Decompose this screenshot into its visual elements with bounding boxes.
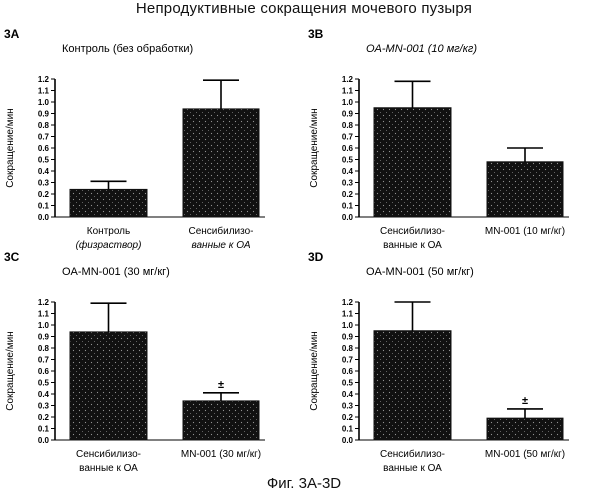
y-tick-label: 1.2 [38,75,50,84]
panel-3b: 3B OA-MN-001 (10 мг/кг) Сокращение/мин 0.0 0… [304,24,604,256]
y-tick-label: 1.1 [342,310,354,319]
y-tick-label: 0.0 [38,213,50,222]
bar [70,332,147,440]
y-tick-label: 1.2 [342,75,354,84]
y-tick-label: 0.3 [342,179,354,188]
y-tick-label: 0.8 [342,344,354,353]
significance-marker: ± [218,379,224,391]
bar [183,109,259,217]
category-label: Контроль [87,226,130,237]
y-tick-label: 0.6 [38,367,50,376]
y-tick-label: 0.3 [38,179,50,188]
y-tick-label: 0.5 [342,156,354,165]
y-tick-label: 0.3 [342,402,354,411]
panel-title: Контроль (без обработки) [62,43,193,55]
category-label: Сенсибилизо- [76,448,141,460]
y-tick-label: 0.8 [38,121,50,130]
category-label: Сенсибилизо- [380,225,445,237]
y-tick-label: 0.2 [38,190,50,199]
y-tick-label: 0.7 [38,133,50,142]
y-tick-label: 0.4 [38,167,50,176]
panel-label: 3A [4,27,20,41]
bar [487,162,563,217]
y-tick-label: 0.1 [38,425,50,434]
category-label: Сенсибилизо- [380,448,445,460]
y-tick-label: 0.9 [38,110,50,119]
y-tick-label: 1.1 [38,87,50,96]
y-tick-label: 1.0 [38,321,50,330]
y-tick-label: 0.9 [38,333,50,342]
y-tick-label: 0.2 [38,413,50,422]
category-label: MN-001 (50 мг/кг) [485,449,565,460]
y-axis-label: Сокращение/мин [5,108,16,187]
panel-label: 3D [308,250,324,264]
y-tick-label: 0.8 [342,121,354,130]
y-tick-label: 1.2 [38,298,50,307]
panel-label: 3B [308,27,324,41]
y-tick-label: 0.0 [342,213,354,222]
bar [183,401,259,440]
y-tick-label: 0.5 [38,156,50,165]
panel-3c: 3C OA-MN-001 (30 мг/кг) Сокращение/мин 0.0 0… [0,247,300,479]
panel-3d: 3D OA-MN-001 (50 мг/кг) Сокращение/мин 0.0 0… [304,247,604,479]
y-tick-label: 1.1 [38,310,50,319]
y-tick-label: 0.4 [342,390,354,399]
y-tick-label: 0.1 [342,202,354,211]
panel-title: OA-MN-001 (10 мг/кг) [366,43,477,55]
y-tick-label: 0.2 [342,413,354,422]
y-tick-label: 0.6 [38,144,50,153]
category-label: Сенсибилизо- [189,225,254,237]
y-tick-label: 0.5 [342,379,354,388]
y-tick-label: 1.1 [342,87,354,96]
y-tick-label: 0.6 [342,367,354,376]
bar [374,331,451,440]
bar [374,108,451,217]
y-tick-label: 0.8 [38,344,50,353]
y-tick-label: 0.5 [38,379,50,388]
y-axis-label: Сокращение/мин [309,108,320,187]
figure-title: Непродуктивные сокращения мочевого пузыр… [0,0,608,17]
panel-title: OA-MN-001 (30 мг/кг) [62,266,170,278]
y-axis-label: Сокращение/мин [5,331,16,410]
y-tick-label: 1.0 [342,321,354,330]
y-tick-label: 0.9 [342,333,354,342]
y-tick-label: 0.6 [342,144,354,153]
category-label: MN-001 (30 мг/кг) [181,449,261,460]
category-label: ванные к ОА [79,463,138,474]
category-label: ванные к ОА [383,463,442,474]
y-tick-label: 1.0 [342,98,354,107]
y-tick-label: 0.0 [342,436,354,445]
significance-marker: ± [522,395,528,407]
y-tick-label: 0.4 [38,390,50,399]
y-tick-label: 0.2 [342,190,354,199]
y-tick-label: 0.4 [342,167,354,176]
bar [487,418,563,440]
panel-3a: 3A Контроль (без обработки) Сокращение/мин… [0,24,300,256]
y-tick-label: 0.1 [342,425,354,434]
bar [70,189,147,217]
y-tick-label: 0.9 [342,110,354,119]
y-tick-label: 0.3 [38,402,50,411]
y-tick-label: 1.0 [38,98,50,107]
y-tick-label: 0.0 [38,436,50,445]
panel-title: OA-MN-001 (50 мг/кг) [366,266,474,278]
y-tick-label: 1.2 [342,298,354,307]
category-label: MN-001 (10 мг/кг) [485,226,565,237]
panel-label: 3C [4,250,20,264]
figure-caption: Фиг. 3А-3D [0,475,608,492]
y-tick-label: 0.1 [38,202,50,211]
y-tick-label: 0.7 [342,356,354,365]
y-tick-label: 0.7 [342,133,354,142]
y-axis-label: Сокращение/мин [309,331,320,410]
y-tick-label: 0.7 [38,356,50,365]
